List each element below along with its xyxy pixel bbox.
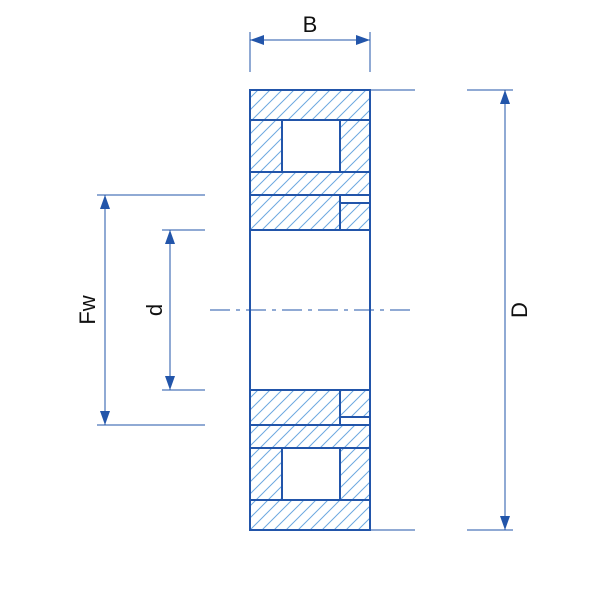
inner-ring-top-notch [340, 203, 370, 230]
label-D: D [507, 302, 532, 318]
label-d: d [142, 304, 167, 316]
roller-top [282, 120, 340, 172]
arrowhead [165, 376, 175, 390]
outer-ring-top-lower [250, 172, 370, 195]
outer-ring-bot-lower [250, 500, 370, 530]
outer-ring-top-upper [250, 90, 370, 120]
arrowhead [100, 195, 110, 209]
inner-ring-top-main [250, 195, 340, 230]
outer-ring-bot-right [340, 448, 370, 500]
arrowhead [500, 90, 510, 104]
arrowhead [250, 35, 264, 45]
bearing-diagram: B Dd Fw [0, 0, 600, 600]
inner-ring-bot-notch [340, 390, 370, 417]
roller-bottom [282, 448, 340, 500]
label-B: B [303, 12, 318, 37]
arrowhead [165, 230, 175, 244]
label-Fw: Fw [75, 295, 100, 324]
outer-ring-top-left [250, 120, 282, 172]
arrowhead [356, 35, 370, 45]
arrowhead [500, 516, 510, 530]
inner-ring-bot-main [250, 390, 340, 425]
outer-ring-bot-upper [250, 425, 370, 448]
outer-ring-top-right [340, 120, 370, 172]
arrowhead [100, 411, 110, 425]
outer-ring-bot-left [250, 448, 282, 500]
